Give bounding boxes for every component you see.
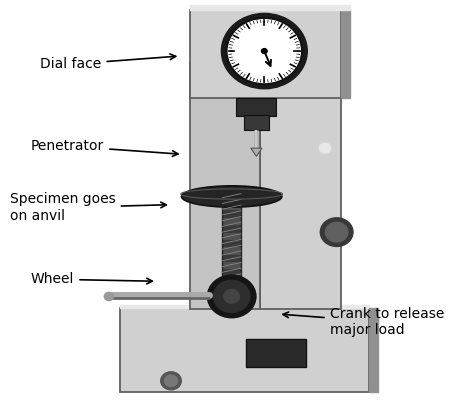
FancyBboxPatch shape	[222, 225, 241, 233]
FancyBboxPatch shape	[244, 115, 269, 130]
Text: Dial face: Dial face	[40, 54, 176, 71]
Text: Crank to release
major load: Crank to release major load	[283, 307, 444, 337]
Text: Specimen goes
on anvil: Specimen goes on anvil	[10, 192, 166, 223]
Circle shape	[104, 292, 114, 300]
Circle shape	[319, 143, 330, 153]
FancyBboxPatch shape	[190, 10, 341, 98]
Circle shape	[224, 290, 239, 303]
Text: Penetrator: Penetrator	[31, 139, 178, 156]
Circle shape	[161, 372, 181, 390]
FancyBboxPatch shape	[222, 233, 241, 240]
FancyBboxPatch shape	[237, 98, 276, 116]
Circle shape	[208, 275, 256, 318]
FancyBboxPatch shape	[222, 218, 241, 225]
FancyBboxPatch shape	[260, 63, 341, 309]
FancyBboxPatch shape	[222, 284, 241, 291]
FancyBboxPatch shape	[222, 210, 241, 218]
FancyBboxPatch shape	[119, 308, 369, 392]
FancyBboxPatch shape	[246, 339, 306, 367]
FancyBboxPatch shape	[222, 262, 241, 269]
Text: Wheel: Wheel	[31, 272, 152, 286]
Polygon shape	[251, 148, 262, 156]
Circle shape	[228, 18, 301, 83]
FancyBboxPatch shape	[222, 269, 241, 277]
FancyBboxPatch shape	[222, 255, 241, 262]
FancyBboxPatch shape	[222, 277, 241, 284]
Circle shape	[213, 280, 250, 312]
Circle shape	[326, 222, 348, 242]
FancyBboxPatch shape	[222, 203, 241, 210]
FancyBboxPatch shape	[222, 247, 241, 255]
Circle shape	[262, 48, 267, 53]
Circle shape	[320, 218, 353, 247]
FancyBboxPatch shape	[222, 240, 241, 247]
Circle shape	[164, 375, 178, 387]
FancyBboxPatch shape	[190, 63, 260, 309]
Ellipse shape	[182, 186, 282, 207]
Circle shape	[221, 14, 307, 89]
